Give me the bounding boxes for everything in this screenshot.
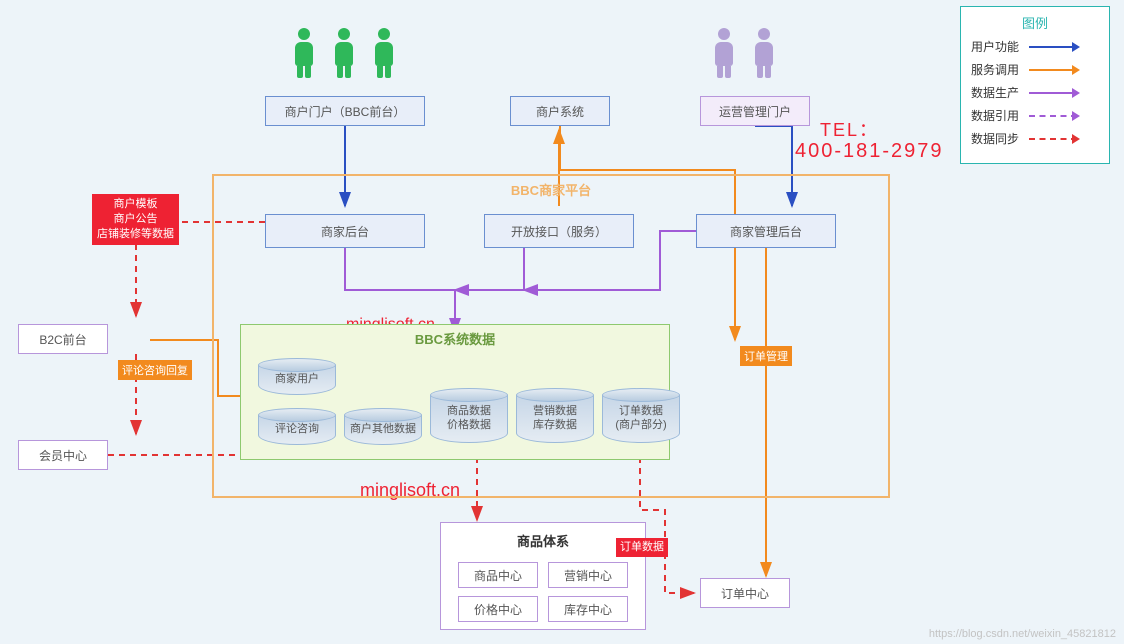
node-ops_portal: 运营管理门户 — [700, 96, 810, 126]
node-merchant_portal: 商户门户（BBC前台） — [265, 96, 425, 126]
label-order-data: 订单数据 — [616, 538, 668, 557]
watermark-tel-label: TEL： — [820, 116, 879, 142]
person-icon — [752, 28, 776, 76]
footer-watermark: https://blog.csdn.net/weixin_45821812 — [929, 628, 1116, 640]
legend-item: 用户功能 — [971, 38, 1099, 55]
node-member_center: 会员中心 — [18, 440, 108, 470]
cylinder-db: 商品数据价格数据 — [430, 388, 508, 443]
label-comment-reply: 评论咨询回复 — [118, 360, 192, 380]
node-merchant_system: 商户系统 — [510, 96, 610, 126]
legend-item: 数据引用 — [971, 107, 1099, 124]
node-price_center: 价格中心 — [458, 596, 538, 622]
legend-item: 服务调用 — [971, 61, 1099, 78]
node-open_api: 开放接口（服务） — [484, 214, 634, 248]
node-b2c_front: B2C前台 — [18, 324, 108, 354]
cylinder-db: 商户其他数据 — [344, 408, 422, 445]
cylinder-db: 订单数据(商户部分) — [602, 388, 680, 443]
node-merchant_mgmt: 商家管理后台 — [696, 214, 836, 248]
cylinder-db: 营销数据库存数据 — [516, 388, 594, 443]
watermark-tel-number: 400-181-2979 — [795, 140, 944, 163]
node-mkt_center: 营销中心 — [548, 562, 628, 588]
node-stock_center: 库存中心 — [548, 596, 628, 622]
person-icon — [372, 28, 396, 76]
node-order_center: 订单中心 — [700, 578, 790, 608]
person-icon — [712, 28, 736, 76]
cylinder-db: 商家用户 — [258, 358, 336, 395]
node-prod_center: 商品中心 — [458, 562, 538, 588]
node-merchant_backend: 商家后台 — [265, 214, 425, 248]
person-icon — [332, 28, 356, 76]
label-order-mgmt: 订单管理 — [740, 346, 792, 366]
legend-item: 数据同步 — [971, 130, 1099, 147]
cylinder-db: 评论咨询 — [258, 408, 336, 445]
legend-item: 数据生产 — [971, 84, 1099, 101]
label-merchant-template: 商户模板商户公告店铺装修等数据 — [92, 194, 179, 245]
legend-title: 图例 — [971, 13, 1099, 32]
legend-box: 图例 用户功能服务调用数据生产数据引用数据同步 — [960, 6, 1110, 164]
person-icon — [292, 28, 316, 76]
